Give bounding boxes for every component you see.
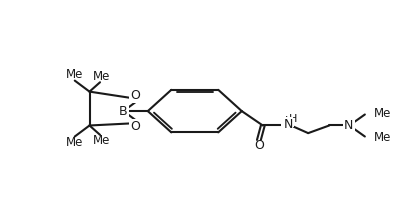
Text: N: N <box>344 119 353 132</box>
Text: O: O <box>130 120 140 133</box>
Text: Me: Me <box>66 136 83 149</box>
Text: Me: Me <box>374 131 391 144</box>
Text: N: N <box>283 118 292 131</box>
Text: Me: Me <box>93 70 110 83</box>
Text: N: N <box>283 118 293 131</box>
Text: O: O <box>130 89 140 102</box>
Text: B: B <box>119 104 128 118</box>
Text: H: H <box>289 114 297 124</box>
Text: H: H <box>285 116 293 126</box>
Text: O: O <box>254 139 264 152</box>
Text: Me: Me <box>93 134 110 147</box>
Text: Me: Me <box>66 68 83 81</box>
Text: Me: Me <box>374 107 391 120</box>
